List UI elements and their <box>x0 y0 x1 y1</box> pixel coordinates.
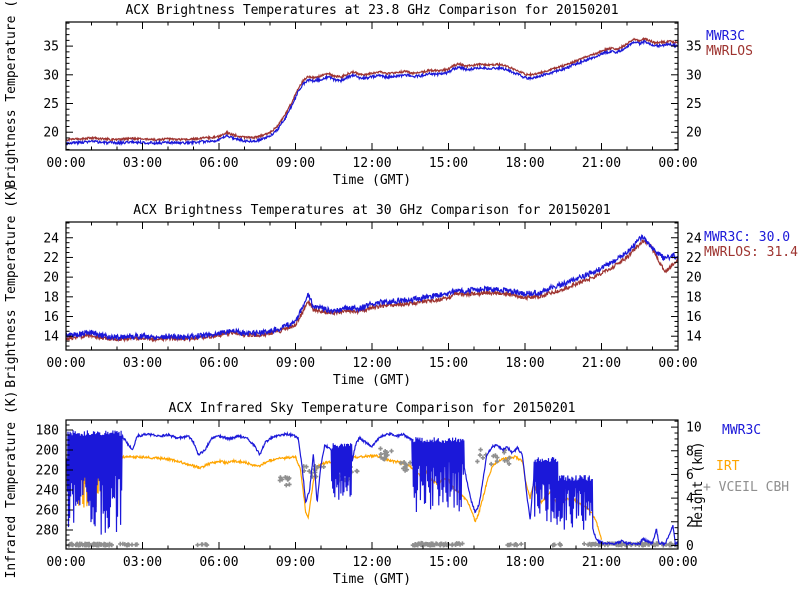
series-area <box>66 234 678 343</box>
panel-title: ACX Brightness Temperatures at 23.8 GHz … <box>125 3 618 18</box>
x-tick-label: 15:00 <box>429 555 468 570</box>
series-mwrlos <box>66 239 678 343</box>
y-tick-label: 240 <box>36 484 59 499</box>
series-mwrlos <box>66 37 678 143</box>
x-tick-label: 18:00 <box>505 555 544 570</box>
x-tick-label: 12:00 <box>352 356 391 371</box>
legend-mwrlos: MWRLOS <box>706 44 753 59</box>
panel-ir: ACX Infrared Sky Temperature Comparison … <box>4 391 789 587</box>
height-tick-label: 4 <box>686 492 694 507</box>
y-tick-label: 35 <box>43 40 59 55</box>
legend-mwr3c-30-0: MWR3C: 30.0 <box>704 230 790 245</box>
x-axis-label: Time (GMT) <box>333 173 411 188</box>
legend-mwrlos-31-4: MWRLOS: 31.4 <box>704 245 798 260</box>
y-tick-label: 20 <box>43 126 59 141</box>
x-tick-label: 21:00 <box>582 156 621 171</box>
vceil-cbh-scatter <box>66 446 678 548</box>
panel-title: ACX Brightness Temperatures at 30 GHz Co… <box>133 203 610 218</box>
y-tick-label-right: 35 <box>686 40 702 55</box>
y-tick-label: 180 <box>36 424 59 439</box>
legend-irt: IRT <box>716 459 740 474</box>
x-tick-label: 00:00 <box>658 356 697 371</box>
height-tick-label: 6 <box>686 468 694 483</box>
y-axis-label: Brightness Temperature (K) <box>4 184 19 388</box>
y-tick-label-right: 22 <box>686 251 702 266</box>
y-tick-label: 18 <box>43 290 59 305</box>
y-tick-label-right: 18 <box>686 290 702 305</box>
y-tick-label: 20 <box>43 271 59 286</box>
series-mwr3c <box>66 234 678 342</box>
plot-box <box>65 221 679 351</box>
y-tick-label-right: 14 <box>686 330 702 345</box>
plot-box <box>65 21 679 151</box>
x-tick-label: 00:00 <box>46 356 85 371</box>
axis-ticks <box>65 419 679 549</box>
y-tick-label: 22 <box>43 251 59 266</box>
x-tick-label: 15:00 <box>429 156 468 171</box>
x-tick-label: 06:00 <box>199 156 238 171</box>
y-tick-label: 220 <box>36 464 59 479</box>
x-tick-label: 12:00 <box>352 156 391 171</box>
y-tick-label-right: 20 <box>686 271 702 286</box>
legend-mwr3c: MWR3C <box>706 29 745 44</box>
y-tick-label-right: 24 <box>686 231 702 246</box>
panel-30ghz: ACX Brightness Temperatures at 30 GHz Co… <box>4 184 798 388</box>
y-axis-label: Brightness Temperature (K) <box>4 0 19 188</box>
series-area <box>66 37 678 147</box>
x-tick-label: 03:00 <box>123 356 162 371</box>
height-tick-label: 10 <box>686 421 702 436</box>
x-tick-label: 09:00 <box>276 555 315 570</box>
x-tick-label: 09:00 <box>276 356 315 371</box>
y-axis-label: Infrared Temperature (K) <box>4 391 19 579</box>
x-tick-label: 21:00 <box>582 356 621 371</box>
y-tick-label: 25 <box>43 97 59 112</box>
y-tick-label: 14 <box>43 330 59 345</box>
y-tick-label: 280 <box>36 524 59 539</box>
height-axis-label: Height (km) <box>691 441 706 527</box>
y-tick-label: 16 <box>43 310 59 325</box>
x-tick-label: 09:00 <box>276 156 315 171</box>
x-tick-label: 06:00 <box>199 555 238 570</box>
height-tick-label: 8 <box>686 444 694 459</box>
y-tick-label: 260 <box>36 504 59 519</box>
x-tick-label: 00:00 <box>46 156 85 171</box>
y-tick-label-right: 30 <box>686 68 702 83</box>
x-tick-label: 12:00 <box>352 555 391 570</box>
y-tick-label: 30 <box>43 68 59 83</box>
series-mwr3c <box>66 39 678 147</box>
x-tick-label: 03:00 <box>123 156 162 171</box>
y-tick-label: 200 <box>36 444 59 459</box>
height-tick-label: 2 <box>686 515 694 530</box>
x-axis-label: Time (GMT) <box>333 373 411 388</box>
y-tick-label-right: 20 <box>686 126 702 141</box>
x-tick-label: 15:00 <box>429 356 468 371</box>
y-tick-label-right: 16 <box>686 310 702 325</box>
legend-mwr3c: MWR3C <box>722 423 761 438</box>
axis-ticks <box>65 22 679 150</box>
y-tick-label: 24 <box>43 231 59 246</box>
x-tick-label: 00:00 <box>46 555 85 570</box>
y-tick-label-right: 25 <box>686 97 702 112</box>
x-tick-label: 00:00 <box>658 156 697 171</box>
axis-ticks <box>65 222 679 350</box>
x-tick-label: 00:00 <box>658 555 697 570</box>
legend--vceil-cbh: + VCEIL CBH <box>703 480 789 495</box>
series-mwr3c <box>66 430 678 548</box>
x-tick-label: 03:00 <box>123 555 162 570</box>
x-tick-label: 18:00 <box>505 156 544 171</box>
series-area <box>66 430 678 548</box>
x-tick-label: 18:00 <box>505 356 544 371</box>
panel-title: ACX Infrared Sky Temperature Comparison … <box>169 401 576 416</box>
x-axis-label: Time (GMT) <box>333 572 411 587</box>
height-tick-label: 0 <box>686 539 694 554</box>
x-tick-label: 21:00 <box>582 555 621 570</box>
panel-23-8ghz: ACX Brightness Temperatures at 23.8 GHz … <box>4 0 753 188</box>
x-tick-label: 06:00 <box>199 356 238 371</box>
